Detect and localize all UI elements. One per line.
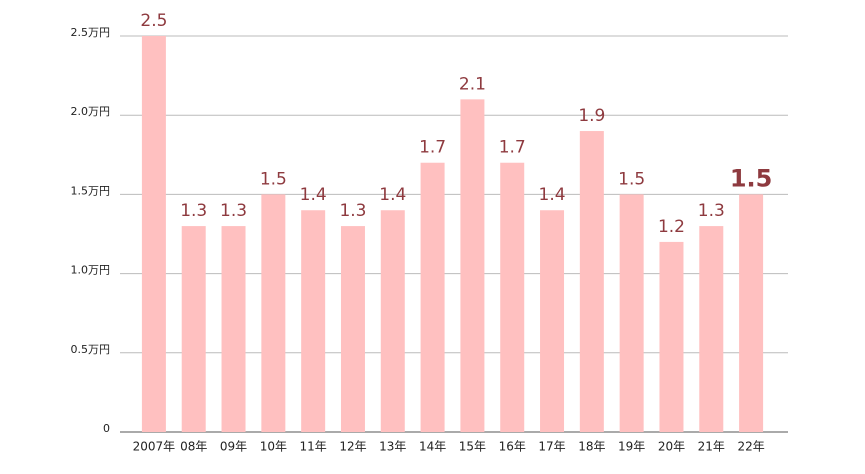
x-tick-label: 19年	[618, 440, 645, 454]
x-tick-label: 18年	[578, 440, 605, 454]
value-label: 1.4	[300, 185, 327, 205]
bar	[659, 241, 684, 432]
x-tick-label: 08年	[180, 440, 207, 454]
x-tick-label: 09年	[220, 440, 247, 454]
x-tick-label: 2007年	[133, 440, 176, 454]
value-label: 1.3	[339, 201, 366, 221]
value-label: 1.4	[539, 185, 566, 205]
bar	[460, 99, 485, 433]
value-label: 2.1	[459, 74, 486, 94]
value-label: 1.4	[379, 185, 406, 205]
x-tick-label: 15年	[459, 440, 486, 454]
x-tick-label: 17年	[538, 440, 565, 454]
x-tick-label: 12年	[339, 440, 366, 454]
bar	[181, 226, 206, 432]
y-tick-label: 0.5万円	[71, 343, 111, 356]
value-label: 1.5	[730, 164, 773, 192]
value-label: 1.7	[419, 138, 446, 158]
bar	[141, 36, 166, 432]
x-tick-label: 10年	[260, 440, 287, 454]
bar	[340, 226, 365, 432]
y-tick-label: 2.0万円	[71, 105, 111, 118]
bar	[380, 210, 405, 432]
x-tick-label: 20年	[658, 440, 685, 454]
y-tick-label: 0	[103, 422, 110, 435]
value-label: 1.7	[499, 138, 526, 158]
bar	[739, 194, 764, 432]
value-label: 2.5	[140, 11, 167, 31]
bar	[420, 162, 445, 432]
y-tick-label: 1.5万円	[71, 184, 111, 197]
y-tick-label: 2.5万円	[71, 26, 111, 39]
value-label: 1.3	[180, 201, 207, 221]
value-label: 1.3	[698, 201, 725, 221]
y-tick-label: 1.0万円	[71, 264, 111, 277]
x-tick-label: 16年	[499, 440, 526, 454]
value-label: 1.5	[618, 169, 645, 189]
x-tick-label: 13年	[379, 440, 406, 454]
bar	[261, 194, 286, 432]
bar	[699, 226, 724, 432]
bar	[619, 194, 644, 432]
bar	[579, 131, 604, 433]
x-tick-label: 11年	[300, 440, 327, 454]
x-tick-label: 21年	[698, 440, 725, 454]
value-label: 1.9	[578, 106, 605, 126]
x-tick-label: 14年	[419, 440, 446, 454]
value-label: 1.3	[220, 201, 247, 221]
bar	[500, 162, 525, 432]
x-tick-label: 22年	[737, 440, 764, 454]
bar	[221, 226, 246, 432]
value-label: 1.2	[658, 217, 685, 237]
bar	[301, 210, 326, 432]
bar	[540, 210, 565, 432]
value-label: 1.5	[260, 169, 287, 189]
